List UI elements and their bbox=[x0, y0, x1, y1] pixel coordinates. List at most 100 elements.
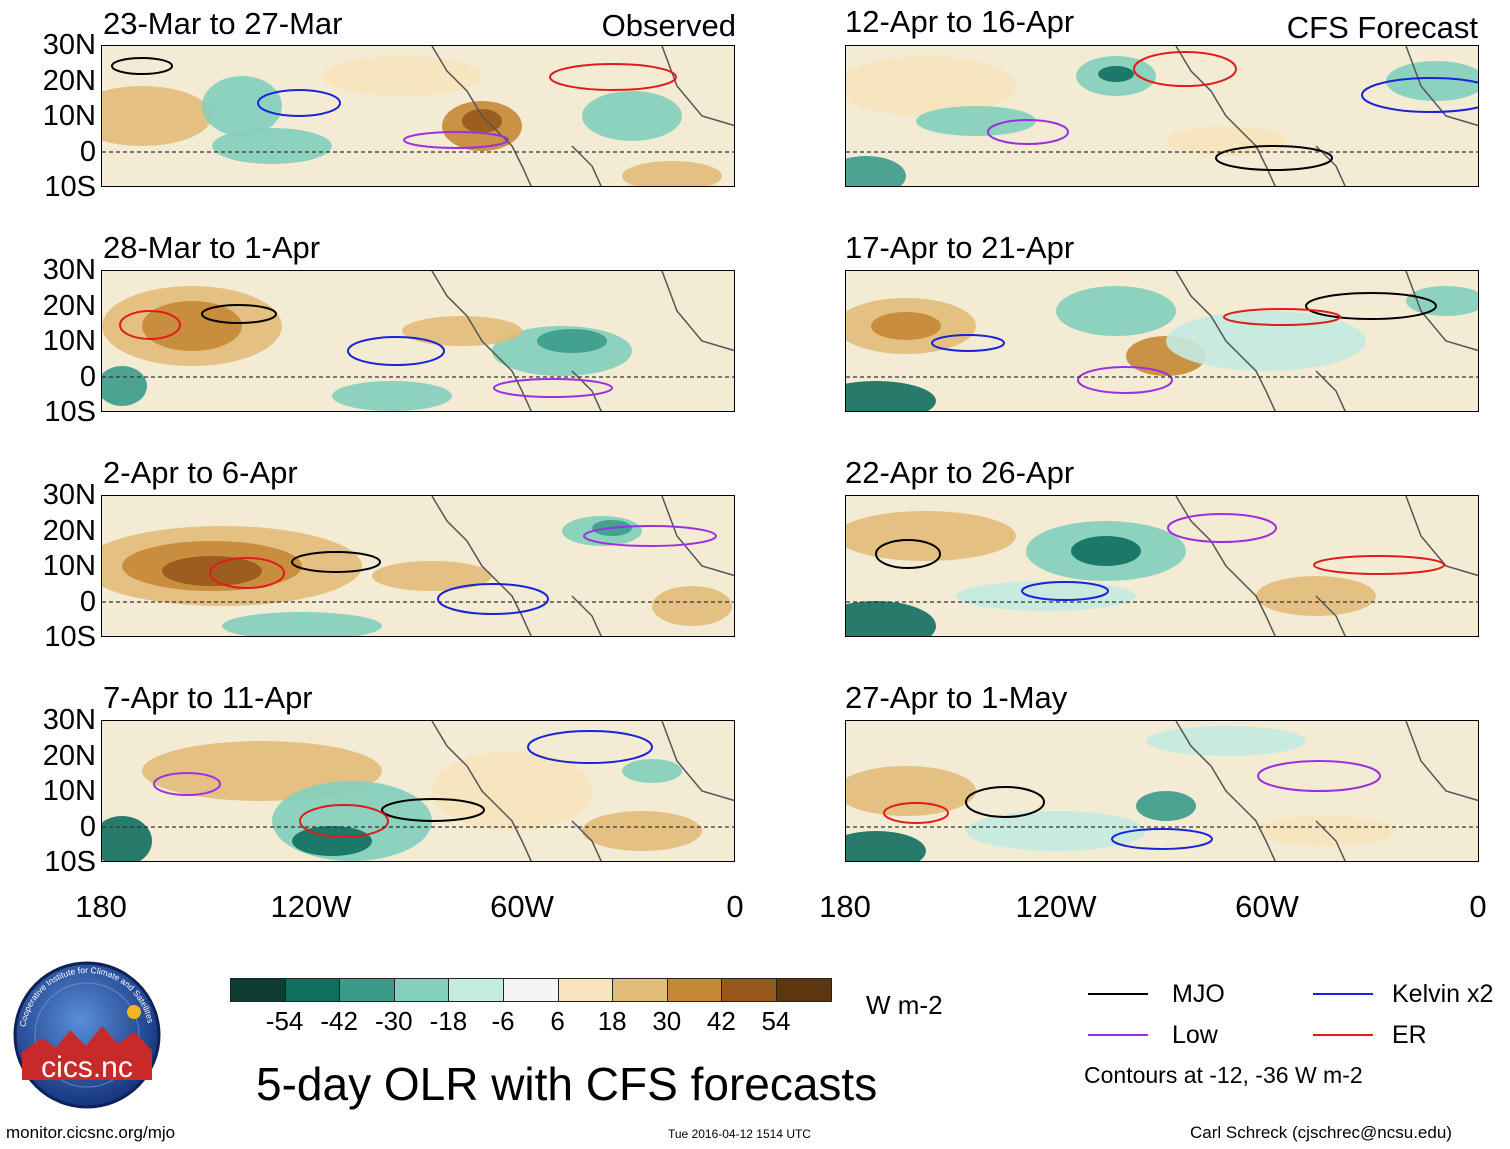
observed-label: Observed bbox=[601, 8, 736, 43]
olr-anomaly-shading bbox=[202, 76, 282, 136]
colorbar-swatch bbox=[666, 978, 723, 1002]
colorbar-swatch bbox=[503, 978, 559, 1002]
legend-line-mjo bbox=[1088, 993, 1148, 995]
coastline bbox=[1175, 721, 1478, 861]
wave-contour bbox=[299, 804, 389, 838]
olr-anomaly-shading bbox=[582, 91, 682, 141]
wave-contour bbox=[347, 336, 445, 366]
olr-anomaly-shading bbox=[916, 106, 1036, 136]
olr-map-panel bbox=[101, 720, 735, 862]
olr-anomaly-shading bbox=[1071, 536, 1141, 566]
lon-label: 60W bbox=[490, 889, 554, 924]
olr-anomaly-shading bbox=[212, 128, 332, 164]
wave-contour bbox=[111, 57, 173, 75]
olr-anomaly-shading bbox=[1406, 286, 1478, 316]
wave-contour bbox=[291, 551, 381, 573]
colorbar-label: 30 bbox=[652, 1006, 682, 1036]
coastline bbox=[431, 46, 734, 186]
lat-label: 10S bbox=[44, 396, 96, 428]
lon-label: 0 bbox=[726, 889, 744, 924]
legend-line-kelvin bbox=[1313, 993, 1373, 995]
footer-timestamp: Tue 2016-04-12 1514 UTC bbox=[668, 1127, 811, 1141]
colorbar-label: -30 bbox=[375, 1006, 413, 1036]
wave-contour bbox=[381, 798, 485, 822]
lat-label: 30N bbox=[42, 704, 96, 736]
coastline bbox=[1175, 46, 1478, 186]
colorbar-swatch bbox=[721, 978, 777, 1002]
lon-label: 60W bbox=[1235, 889, 1299, 924]
wave-contour bbox=[437, 583, 549, 615]
wave-contour bbox=[1313, 555, 1445, 575]
lat-label: 10N bbox=[42, 100, 96, 132]
wave-contour bbox=[883, 802, 949, 824]
colorbar-units: W m-2 bbox=[866, 990, 943, 1020]
wave-contour bbox=[1361, 77, 1478, 113]
wave-contour bbox=[1077, 366, 1173, 394]
lat-label: 20N bbox=[42, 290, 96, 322]
olr-anomaly-shading bbox=[1056, 286, 1176, 336]
colorbar-swatch bbox=[612, 978, 668, 1002]
legend-label-kelvin: Kelvin x2 bbox=[1392, 980, 1494, 1008]
wave-contour bbox=[583, 525, 717, 547]
colorbar-label: 18 bbox=[597, 1006, 627, 1036]
lat-label: 30N bbox=[42, 479, 96, 511]
panel-title: 12-Apr to 16-Apr bbox=[845, 4, 1075, 39]
olr-anomaly-shading bbox=[292, 826, 372, 856]
footer-url[interactable]: monitor.cicsnc.org/mjo bbox=[6, 1123, 176, 1142]
olr-map-panel bbox=[101, 45, 735, 187]
olr-anomaly-shading bbox=[332, 381, 452, 411]
olr-anomaly-shading bbox=[432, 751, 592, 831]
wave-contour bbox=[1111, 828, 1213, 850]
olr-anomaly-shading bbox=[102, 366, 147, 406]
wave-contour bbox=[549, 63, 677, 91]
lat-label: 10N bbox=[42, 325, 96, 357]
logo-text: cics.nc bbox=[41, 1051, 133, 1084]
olr-anomaly-shading bbox=[537, 329, 607, 353]
wave-contour bbox=[201, 304, 277, 324]
panel-title: 22-Apr to 26-Apr bbox=[845, 455, 1075, 490]
olr-anomaly-shading bbox=[142, 301, 242, 351]
lon-label: 120W bbox=[1015, 889, 1097, 924]
coastline bbox=[1175, 496, 1478, 636]
olr-anomaly-shading bbox=[1166, 126, 1286, 156]
wave-contour bbox=[209, 557, 285, 589]
forecast-label: CFS Forecast bbox=[1286, 10, 1478, 45]
wave-contour bbox=[257, 89, 341, 117]
wave-contour bbox=[153, 772, 221, 796]
coastline bbox=[431, 721, 734, 861]
wave-contour bbox=[1021, 581, 1109, 601]
olr-anomaly-shading bbox=[846, 831, 926, 861]
olr-map-panel bbox=[845, 495, 1479, 637]
contour-note: Contours at -12, -36 W m-2 bbox=[1084, 1062, 1363, 1088]
lat-label: 0 bbox=[79, 811, 96, 843]
colorbar-label: -54 bbox=[265, 1006, 304, 1036]
wave-contour bbox=[1305, 292, 1437, 320]
olr-anomaly-shading bbox=[956, 581, 1136, 611]
lon-label: 180 bbox=[819, 889, 871, 924]
olr-anomaly-shading bbox=[622, 759, 682, 783]
lat-label: 30N bbox=[42, 29, 96, 61]
panel-title: 23-Mar to 27-Mar bbox=[103, 6, 343, 41]
lat-label: 10N bbox=[42, 550, 96, 582]
legend-line-low bbox=[1088, 1034, 1148, 1036]
olr-anomaly-shading bbox=[402, 316, 522, 346]
colorbar-label: 54 bbox=[761, 1006, 791, 1036]
wave-contour bbox=[527, 730, 653, 764]
lon-label: 120W bbox=[270, 889, 352, 924]
olr-map-panel bbox=[845, 45, 1479, 187]
colorbar-swatch bbox=[776, 978, 832, 1002]
lat-label: 0 bbox=[79, 361, 96, 393]
colorbar-label: -6 bbox=[491, 1006, 515, 1036]
legend-label-er: ER bbox=[1392, 1021, 1427, 1049]
olr-anomaly-shading bbox=[846, 156, 906, 186]
wave-contour bbox=[1223, 308, 1341, 326]
wave-contour bbox=[403, 131, 509, 149]
wave-contour bbox=[119, 310, 181, 340]
colorbar-swatch bbox=[448, 978, 504, 1002]
footer-credit: Carl Schreck (cjschrec@ncsu.edu) bbox=[1190, 1123, 1452, 1142]
panel-title: 28-Mar to 1-Apr bbox=[103, 230, 321, 265]
coastline bbox=[431, 271, 734, 411]
olr-anomaly-shading bbox=[1166, 311, 1366, 371]
olr-anomaly-shading bbox=[1146, 726, 1306, 756]
wave-contour bbox=[1167, 513, 1277, 543]
